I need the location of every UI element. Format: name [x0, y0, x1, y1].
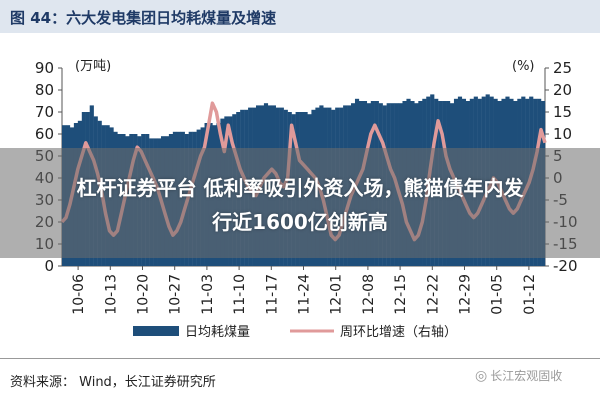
x-axis-tick-label: 10-27	[168, 274, 184, 315]
watermark-text: 长江宏观固收	[490, 369, 563, 383]
x-axis-tick-label: 10-20	[136, 274, 152, 315]
left-axis-tick-label: 60	[35, 125, 54, 143]
left-axis-unit: (万吨)	[75, 59, 111, 74]
x-axis-tick-label: 11-24	[297, 274, 313, 315]
left-axis-tick-label: 80	[35, 81, 54, 99]
x-axis-tick-label: 12-29	[458, 274, 474, 315]
figure-title: 图 44：六大发电集团日均耗煤量及增速	[10, 9, 277, 27]
x-axis-tick-label: 11-03	[200, 274, 216, 315]
chart-legend: 日均耗煤量 周环比增速（右轴）	[133, 325, 457, 340]
x-axis-tick-label: 11-17	[264, 274, 280, 315]
left-axis-tick-label: 90	[35, 59, 54, 77]
x-axis-tick-label: 10-13	[103, 274, 119, 315]
x-axis-tick-label: 11-10	[232, 274, 248, 315]
left-axis-tick-label: 70	[35, 103, 54, 121]
x-axis-tick-label: 12-15	[393, 274, 409, 315]
x-axis-tick-label: 12-22	[425, 274, 441, 315]
right-axis-tick-label: 20	[553, 81, 572, 99]
x-axis-tick-label: 01-12	[522, 274, 538, 315]
right-axis-tick-label: 25	[553, 59, 572, 77]
legend-swatch-bar	[133, 326, 179, 336]
left-axis-tick-label: 0	[44, 257, 54, 275]
watermark: ◎ 长江宏观固收	[475, 367, 562, 384]
footer-divider	[0, 358, 600, 359]
overlay-headline-line1: 杠杆证券平台 低利率吸引外资入场，熊猫债年内发	[76, 176, 524, 200]
legend-label-line: 周环比增速（右轴）	[340, 325, 457, 340]
x-axis-tick-label: 12-01	[329, 274, 345, 315]
news-overlay	[0, 148, 600, 258]
x-axis-tick-label: 10-06	[71, 274, 87, 315]
figure-header: 图 44：六大发电集团日均耗煤量及增速	[0, 0, 600, 33]
right-axis-tick-label: -20	[553, 257, 578, 275]
x-axis-tick-label: 12-08	[361, 274, 377, 315]
right-axis-tick-label: 10	[553, 125, 572, 143]
x-axis-tick-label: 01-05	[490, 274, 506, 315]
source-note: 资料来源： Wind，长江证券研究所	[10, 375, 216, 390]
right-axis-unit: (%)	[512, 59, 535, 74]
legend-label-bar: 日均耗煤量	[185, 325, 250, 340]
right-axis-tick-label: 15	[553, 103, 572, 121]
wechat-icon: ◎	[475, 368, 488, 384]
overlay-headline-line2: 行近1600亿创新高	[212, 210, 388, 234]
